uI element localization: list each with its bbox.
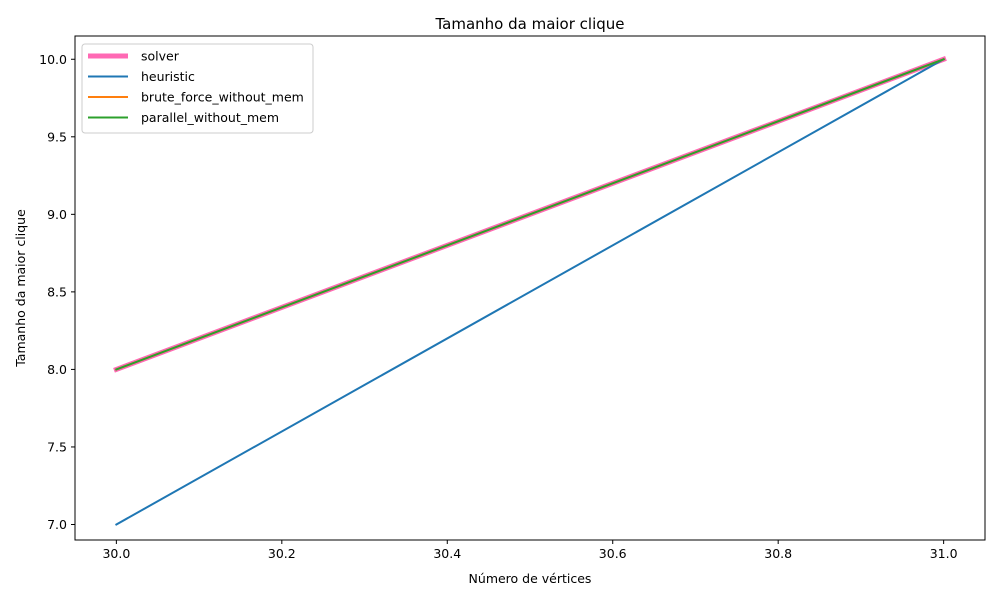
y-axis: 7.0 7.5 8.0 8.5 9.0 9.5 10.0	[39, 52, 75, 532]
y-tick-label: 7.0	[47, 517, 67, 532]
x-tick-label: 30.4	[433, 546, 461, 561]
x-axis-label: Número de vértices	[469, 571, 592, 586]
x-tick-label: 30.6	[599, 546, 627, 561]
x-tick-label: 30.2	[268, 546, 296, 561]
y-tick-label: 9.5	[47, 129, 67, 144]
x-axis: 30.0 30.2 30.4 30.6 30.8 31.0	[102, 540, 958, 561]
y-tick-label: 8.0	[47, 362, 67, 377]
legend-label: solver	[141, 49, 180, 64]
series-line-heuristic	[114, 57, 946, 526]
series-layer	[113, 56, 947, 526]
legend-box	[81, 43, 314, 134]
plot-area-frame	[74, 35, 986, 541]
series-line-parallel-without-mem	[115, 57, 945, 371]
y-axis-label: Tamanho da maior clique	[13, 209, 28, 368]
x-tick-label: 30.0	[102, 546, 130, 561]
y-tick-label: 7.5	[47, 439, 67, 454]
chart-title: Tamanho da maior clique	[434, 15, 624, 33]
legend: solver heuristic brute_force_without_mempa…	[81, 43, 314, 134]
y-tick-label: 9.0	[47, 207, 67, 222]
x-tick-label: 30.8	[764, 546, 792, 561]
y-tick-label: 10.0	[39, 52, 67, 67]
y-tick-label: 8.5	[47, 284, 67, 299]
legend-label: heuristic	[141, 69, 195, 84]
legend-label: parallel_without_mem	[141, 110, 279, 125]
legend-label: brute_force_without_mem	[141, 90, 304, 105]
x-tick-label: 31.0	[930, 546, 958, 561]
